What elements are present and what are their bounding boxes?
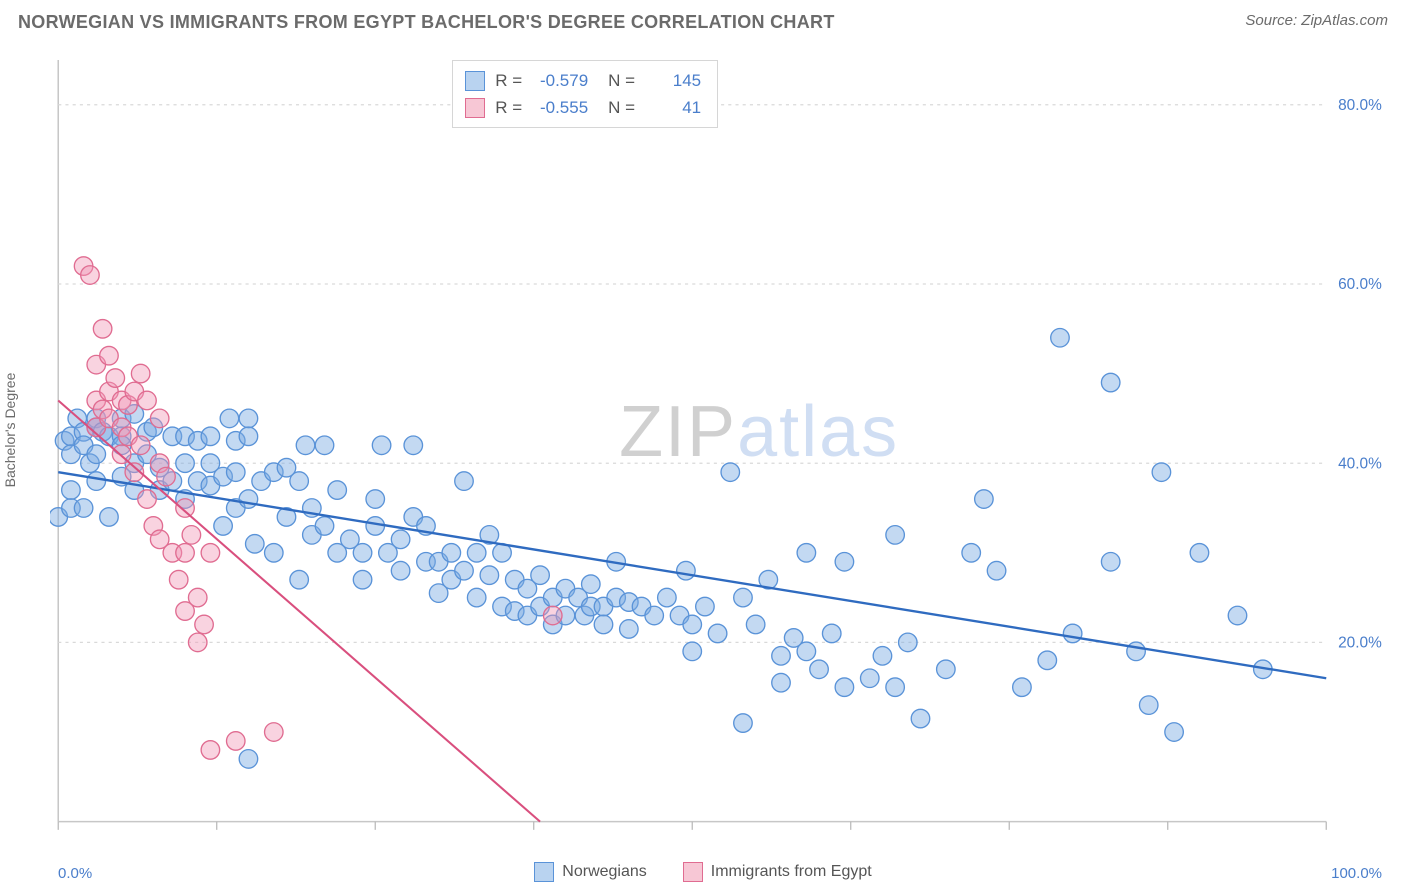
- legend-item: Immigrants from Egypt: [683, 862, 872, 882]
- legend-swatch-icon: [683, 862, 703, 882]
- chart-area: 20.0%40.0%60.0%80.0% ZIPatlas R =-0.579N…: [50, 48, 1388, 848]
- legend-swatch-icon: [465, 71, 485, 91]
- legend-item: Norwegians: [534, 862, 646, 882]
- source-name: ZipAtlas.com: [1301, 12, 1388, 29]
- legend-label: Norwegians: [562, 863, 646, 881]
- legend-label: Immigrants from Egypt: [711, 863, 872, 881]
- legend-swatch-icon: [534, 862, 554, 882]
- stats-r-value: -0.555: [532, 94, 588, 121]
- stats-n-value: 41: [645, 94, 701, 121]
- source-prefix: Source:: [1245, 12, 1301, 29]
- stats-r-label: R =: [495, 94, 522, 121]
- chart-title: NORWEGIAN VS IMMIGRANTS FROM EGYPT BACHE…: [18, 12, 835, 33]
- stats-legend-box: R = -0.579 N = 145 R = -0.555 N = 41: [452, 60, 718, 128]
- series-norwegians: [50, 328, 1272, 768]
- y-axis-label: Bachelor's Degree: [2, 373, 18, 488]
- stats-n-label: N =: [608, 94, 635, 121]
- y-tick-label: 80.0%: [1338, 97, 1382, 114]
- stats-row: R = -0.579 N = 145: [465, 67, 701, 94]
- legend-swatch-icon: [465, 98, 485, 118]
- y-tick-label: 20.0%: [1338, 635, 1382, 652]
- y-tick-label: 60.0%: [1338, 276, 1382, 293]
- stats-n-label: N =: [608, 67, 635, 94]
- stats-row: R = -0.555 N = 41: [465, 94, 701, 121]
- stats-r-value: -0.579: [532, 67, 588, 94]
- bottom-legend: Norwegians Immigrants from Egypt: [0, 862, 1406, 882]
- scatter-plot: 20.0% 40.0% 60.0% 80.0%: [50, 48, 1388, 848]
- stats-n-value: 145: [645, 67, 701, 94]
- y-tick-label: 40.0%: [1338, 455, 1382, 472]
- stats-r-label: R =: [495, 67, 522, 94]
- source-attribution: Source: ZipAtlas.com: [1245, 12, 1388, 29]
